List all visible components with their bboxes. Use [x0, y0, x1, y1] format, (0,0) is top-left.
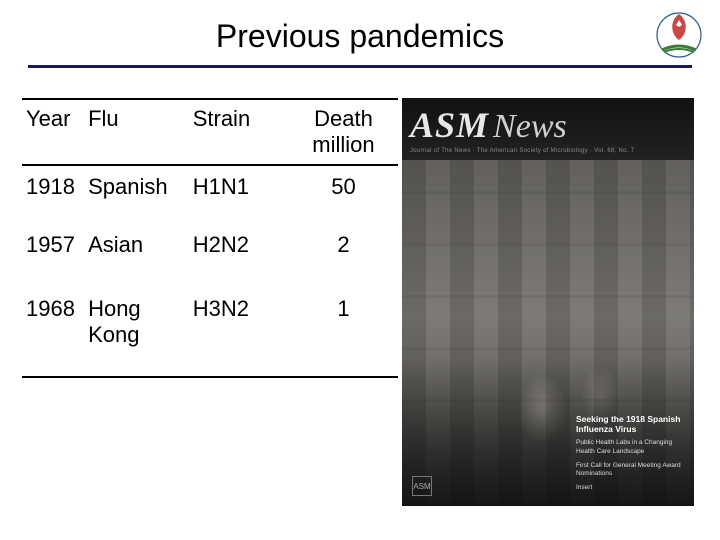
col-header-death-l2: million — [293, 132, 394, 158]
col-header-strain: Strain — [189, 99, 289, 165]
cell-year: 1957 — [22, 222, 84, 286]
content-area: Year Flu Strain Death million 1918 Spani… — [0, 68, 720, 514]
slide-title: Previous pandemics — [0, 0, 720, 65]
pandemics-table: Year Flu Strain Death million 1918 Spani… — [22, 98, 398, 378]
table-header-row: Year Flu Strain Death million — [22, 99, 398, 165]
cell-death: 1 — [289, 286, 398, 377]
magazine-cover: ASM News Journal of The News · The Ameri… — [402, 98, 694, 506]
org-logo — [650, 6, 708, 64]
cell-year: 1968 — [22, 286, 84, 377]
cell-year: 1918 — [22, 165, 84, 222]
cell-flu: Hong Kong — [84, 286, 189, 377]
cell-strain: H3N2 — [189, 286, 289, 377]
coverline: Seeking the 1918 Spanish Influenza Virus — [576, 415, 686, 434]
col-header-flu: Flu — [84, 99, 189, 165]
table-row: 1957 Asian H2N2 2 — [22, 222, 398, 286]
cell-strain: H2N2 — [189, 222, 289, 286]
cell-flu-text: Hong Kong — [88, 296, 185, 348]
cell-death: 2 — [289, 222, 398, 286]
cell-death: 50 — [289, 165, 398, 222]
table-row: 1918 Spanish H1N1 50 — [22, 165, 398, 222]
cell-strain: H1N1 — [189, 165, 289, 222]
cell-flu: Asian — [84, 222, 189, 286]
pandemics-table-wrap: Year Flu Strain Death million 1918 Spani… — [22, 98, 398, 506]
coverline-headline: Seeking the 1918 Spanish Influenza Virus — [576, 415, 686, 434]
magazine-title-news: News — [493, 108, 567, 146]
col-header-death: Death million — [289, 99, 398, 165]
col-header-death-l1: Death — [293, 106, 394, 132]
table-row: 1968 Hong Kong H3N2 1 — [22, 286, 398, 377]
magazine-corner-logo: ASM — [412, 476, 432, 496]
magazine-title-asm: ASM — [410, 104, 489, 146]
coverline: Public Health Labs in a Changing Health … — [576, 439, 686, 457]
col-header-year: Year — [22, 99, 84, 165]
cell-flu: Spanish — [84, 165, 189, 222]
magazine-coverlines: Seeking the 1918 Spanish Influenza Virus… — [576, 415, 686, 498]
coverline: First Call for General Meeting Award Nom… — [576, 462, 686, 480]
magazine-subtitle: Journal of The News · The American Socie… — [410, 148, 634, 154]
coverline: Insert — [576, 484, 686, 493]
